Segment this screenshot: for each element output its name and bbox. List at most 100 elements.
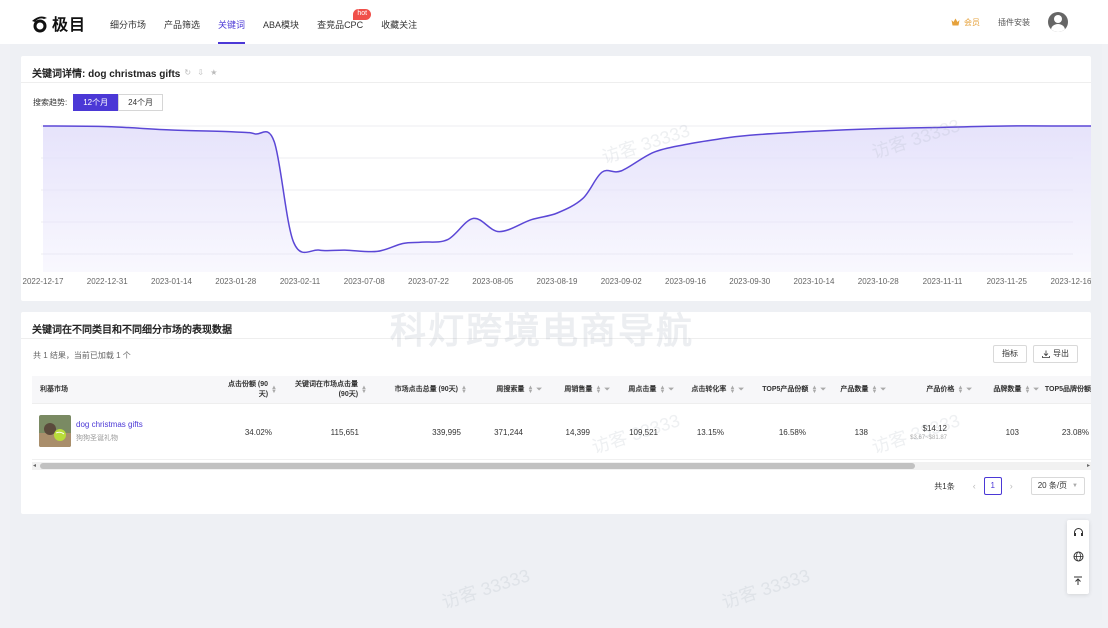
column-header[interactable]: 点击份额 (90天) ▲ ▼ <box>222 376 277 404</box>
page-number-button[interactable]: 1 <box>983 477 1002 495</box>
scrollbar-thumb[interactable] <box>40 463 915 469</box>
sort-icon[interactable]: ▲ ▼ <box>271 385 277 395</box>
filter-icon[interactable]: ⏷ <box>820 386 826 393</box>
column-header[interactable]: TOP5品牌份额 <box>1039 376 1091 404</box>
floating-toolbar <box>1067 520 1089 594</box>
market-table: 利基市场 点击份额 (90天) ▲ ▼ 关键词在市场点击量 (90天) ▲ ▼ 市场点击… <box>32 376 1091 494</box>
globe-icon <box>1073 551 1083 561</box>
chart-x-tick-label: 2022-12-17 <box>23 277 64 286</box>
filter-icon[interactable]: ⏷ <box>880 386 886 393</box>
arrow-up-to-top-icon <box>1074 576 1082 585</box>
column-header[interactable]: 点击转化率 ▲ ▼ ⏷ <box>674 376 744 404</box>
nav-label: 细分市场 <box>110 20 147 30</box>
nav-item-segment-market[interactable]: 细分市场 <box>110 0 146 44</box>
sort-icon[interactable]: ▲ ▼ <box>595 385 602 395</box>
nav-label: ABA模块 <box>263 20 300 30</box>
cell-conversion: 13.15% <box>696 428 724 437</box>
metrics-button[interactable]: 指标 <box>993 345 1027 363</box>
vip-link[interactable]: 会员 <box>951 17 980 28</box>
customer-service-button[interactable] <box>1067 521 1089 543</box>
chart-x-tick-label: 2023-02-11 <box>280 277 321 286</box>
sort-icon[interactable]: ▲ ▼ <box>729 385 736 395</box>
chart-x-tick-label: 2023-11-11 <box>923 277 963 286</box>
price-range: $3.67~$81.87 <box>910 435 947 441</box>
filter-icon[interactable]: ⏷ <box>738 386 744 393</box>
back-to-top-button[interactable] <box>1067 570 1089 592</box>
column-header[interactable]: 产品数量 ▲ ▼ ⏷ <box>826 376 886 404</box>
filter-icon[interactable]: ⏷ <box>966 386 972 393</box>
keyword-link[interactable]: dog christmas gifts <box>76 420 143 429</box>
user-avatar[interactable] <box>1048 12 1068 32</box>
column-header[interactable]: TOP5产品份额 ▲ ▼ ⏷ <box>744 376 826 404</box>
export-button-label: 导出 <box>1053 349 1069 358</box>
pagination: 共1条 ‹ 1 › 20 条/页 ▼ <box>934 476 1085 496</box>
table-row[interactable]: dog christmas gifts 狗狗圣诞礼物 34.02% 115,65… <box>32 405 1091 460</box>
filter-icon[interactable]: ⏷ <box>1033 386 1039 393</box>
chart-x-tick-label: 2023-08-05 <box>472 277 513 286</box>
column-header[interactable]: 周搜索量 ▲ ▼ ⏷ <box>472 376 542 404</box>
chart-x-tick-label: 2023-11-25 <box>987 277 1028 286</box>
column-header-label: 品牌数量 <box>993 386 1022 393</box>
range-12-months-button[interactable]: 12个月 <box>73 94 119 111</box>
language-button[interactable] <box>1067 545 1089 567</box>
chart-x-tick-label: 2023-10-28 <box>858 277 899 286</box>
column-header-label: 周点击量 <box>628 386 657 393</box>
sort-icon[interactable]: ▲ ▼ <box>1024 385 1031 395</box>
sort-icon[interactable]: ▲ ▼ <box>659 385 666 395</box>
column-header[interactable]: 市场点击总量 (90天) ▲ ▼ <box>377 376 467 404</box>
sort-icon[interactable]: ▲ ▼ <box>361 385 367 395</box>
cell-top5-product-share: 16.58% <box>778 428 806 437</box>
filter-icon[interactable]: ⏷ <box>536 386 542 393</box>
card-title: 关键词在不同类目和不同细分市场的表现数据 <box>32 325 232 336</box>
sort-icon[interactable]: ▲ ▼ <box>461 385 467 395</box>
logo[interactable]: 极目 <box>30 12 86 34</box>
column-header[interactable]: 关键词在市场点击量 (90天) ▲ ▼ <box>287 376 367 404</box>
nav-item-product-filter[interactable]: 产品筛选 <box>164 0 200 44</box>
range-24-months-button[interactable]: 24个月 <box>118 94 164 111</box>
nav-item-competitor-cpc[interactable]: 查竞品CPC hot <box>317 0 372 44</box>
filter-icon[interactable]: ⏷ <box>604 386 610 393</box>
divider <box>21 82 1091 83</box>
trend-label: 搜索趋势: <box>33 98 68 107</box>
nav-item-keyword[interactable]: 关键词 <box>218 0 246 44</box>
column-header[interactable]: 周点击量 ▲ ▼ ⏷ <box>610 376 674 404</box>
scroll-left-icon[interactable]: ◂ <box>33 463 37 469</box>
logo-text: 极目 <box>52 15 87 34</box>
column-header[interactable]: 周销售量 ▲ ▼ ⏷ <box>542 376 610 404</box>
chart-x-tick-label: 2023-08-19 <box>537 277 578 286</box>
filter-icon[interactable]: ⏷ <box>668 386 674 393</box>
sort-icon[interactable]: ▲ ▼ <box>811 385 818 395</box>
crown-icon <box>951 18 960 26</box>
nav-item-aba[interactable]: ABA模块 <box>263 0 299 44</box>
scroll-right-icon[interactable]: ▸ <box>1086 463 1090 469</box>
export-button[interactable]: 导出 <box>1033 345 1078 363</box>
divider <box>21 338 1091 339</box>
prev-page-icon[interactable]: ‹ <box>972 481 976 491</box>
next-page-icon[interactable]: › <box>1009 481 1013 491</box>
keyword-title: 关键词详情: dog christmas gifts <box>32 69 181 80</box>
column-header-label: 周搜索量 <box>496 386 525 393</box>
chart-x-tick-label: 2023-09-16 <box>665 277 706 286</box>
logo-icon <box>32 16 47 33</box>
column-header-label: 关键词在市场点击量 (90天) <box>295 381 359 398</box>
chevron-down-icon: ▼ <box>1072 483 1078 489</box>
nav-item-favorites[interactable]: 收藏关注 <box>381 0 417 44</box>
sort-icon[interactable]: ▲ ▼ <box>871 385 878 395</box>
chart-x-tick-label: 2023-10-14 <box>794 277 835 286</box>
page-size-select[interactable]: 20 条/页 ▼ <box>1030 477 1085 495</box>
column-header-label: TOP5品牌份额 <box>1044 386 1091 393</box>
column-header-label: 点击份额 (90天) <box>227 381 269 398</box>
title-action-icons[interactable]: ↻ ⇩ ★ <box>184 68 220 77</box>
sort-icon[interactable]: ▲ ▼ <box>957 385 964 395</box>
cell-weekly-clicks: 109,521 <box>629 428 658 437</box>
hot-badge: hot <box>353 9 372 20</box>
cell-product-count: 138 <box>854 428 868 437</box>
sort-icon[interactable]: ▲ ▼ <box>527 385 534 395</box>
horizontal-scrollbar[interactable]: ◂ ▸ <box>32 462 1091 470</box>
cell-click-share: 34.02% <box>244 428 272 437</box>
column-header[interactable]: 产品价格 ▲ ▼ ⏷ <box>886 376 972 404</box>
product-thumbnail[interactable] <box>39 415 71 447</box>
cell-weekly-search: 371,244 <box>494 428 523 437</box>
plugin-install-link[interactable]: 插件安装 <box>998 17 1030 27</box>
column-header[interactable]: 品牌数量 ▲ ▼ ⏷ <box>972 376 1039 404</box>
